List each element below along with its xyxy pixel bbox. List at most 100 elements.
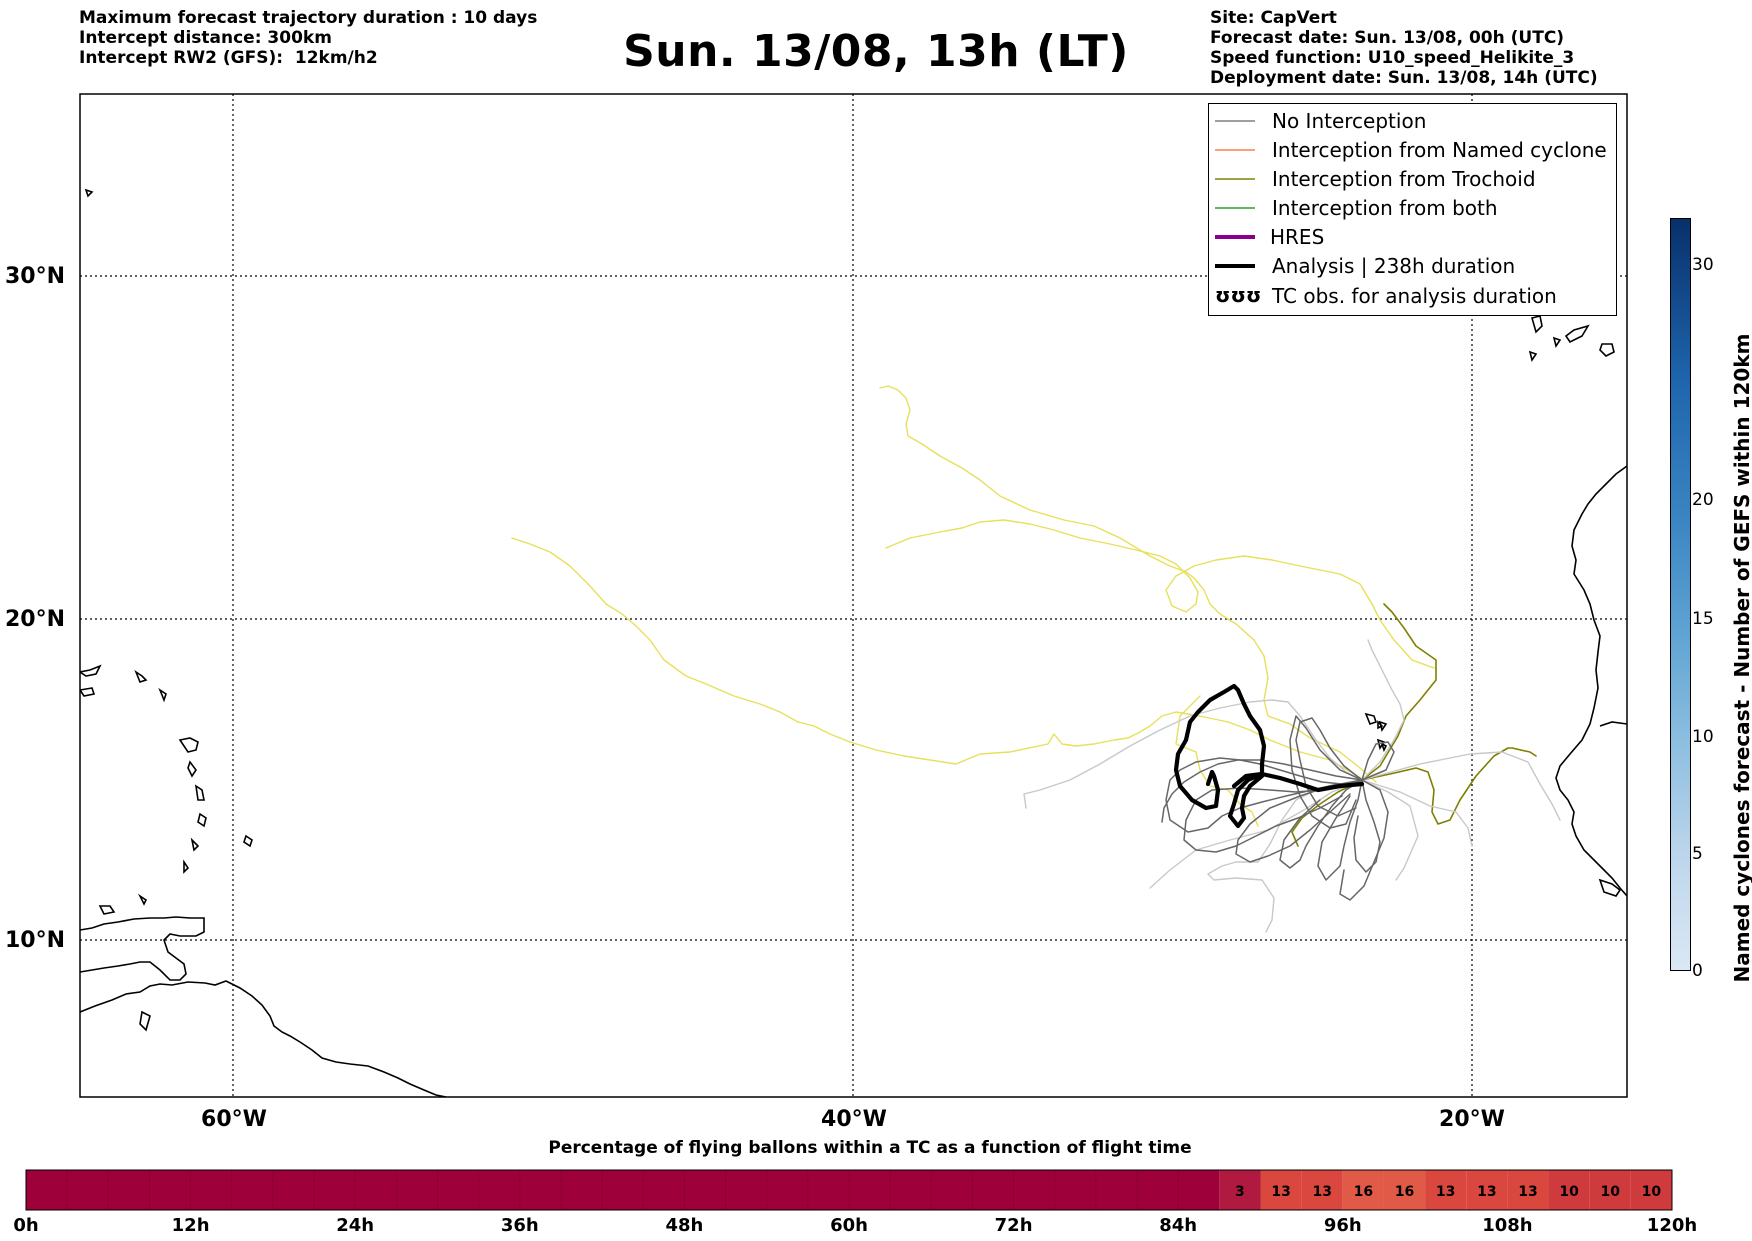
trajectory-gray-4	[1353, 779, 1381, 873]
trajectory-lightgray-7	[1361, 751, 1561, 821]
trajectory-gray-6	[1289, 715, 1363, 829]
island-capeverde-1	[1364, 712, 1378, 725]
bar-base-region	[26, 1170, 1220, 1210]
bar-tick-label: 48h	[665, 1215, 704, 1236]
bar-tick-label: 108h	[1482, 1215, 1533, 1236]
island-antilles-2	[80, 687, 96, 697]
trajectories-yellow	[511, 385, 1435, 827]
bar-cell-label: 16	[1354, 1184, 1373, 1200]
analysis-trajectory	[1173, 683, 1365, 829]
island-antilles-11	[98, 905, 116, 915]
trajectory-lightgray-6	[1361, 779, 1473, 847]
bar-tick-label: 24h	[336, 1215, 375, 1236]
legend-label-analysis: Analysis | 238h duration	[1272, 254, 1516, 278]
bar-cell	[1589, 1170, 1631, 1210]
trajectory-gray-8	[1361, 741, 1395, 781]
bar-cell-label: 13	[1477, 1184, 1496, 1200]
colorbar-tick-10: 10	[1692, 727, 1714, 747]
deployment-date-text: Deployment date: Sun. 13/08, 14h (UTC)	[1210, 68, 1598, 88]
bar-tick-label: 120h	[1646, 1215, 1698, 1236]
forecast-date-text: Forecast date: Sun. 13/08, 00h (UTC)	[1210, 28, 1565, 48]
coastline-south-america	[80, 980, 447, 1097]
island-antilles-7	[194, 784, 205, 801]
page-title: Sun. 13/08, 13h (LT)	[623, 26, 1129, 77]
bar-cell	[1466, 1170, 1508, 1210]
legend-swatches: ʊʊʊ	[1215, 120, 1261, 307]
island-capeverde-4	[1380, 742, 1388, 753]
trajectory-lightgray-2	[1361, 639, 1405, 781]
coastline-venezuela-north	[80, 916, 205, 981]
bar-cell	[1219, 1170, 1261, 1210]
trajectory-lightgray-4	[1149, 779, 1363, 889]
lon-label-40w: 40°W	[821, 1107, 887, 1132]
bar-tick-label: 84h	[1159, 1215, 1198, 1236]
lon-label-60w: 60°W	[201, 1107, 267, 1132]
island-antilles-9	[190, 837, 200, 852]
bar-tick-label: 0h	[13, 1215, 39, 1236]
trajectory-gray-10	[1295, 717, 1363, 817]
island-canary-4	[1528, 350, 1538, 362]
island-barbados	[243, 834, 253, 848]
colorbar-title: Named cyclones forecast - Number of GEFS…	[1730, 333, 1752, 983]
island-canary-2	[1564, 324, 1590, 344]
bar-cell-label: 3	[1235, 1184, 1245, 1200]
bar-tick-label: 12h	[171, 1215, 210, 1236]
trajectory-lightgray-1	[1023, 699, 1363, 809]
bar-cell-label: 10	[1601, 1184, 1621, 1200]
island-antilles-1	[80, 664, 102, 677]
trajectory-gray-9	[1183, 779, 1363, 853]
bar-cell-label: 13	[1436, 1184, 1455, 1200]
map-gridlines	[80, 94, 1627, 1097]
bar-cell-label: 13	[1312, 1184, 1331, 1200]
legend-label-named-cyclone: Interception from Named cyclone	[1272, 138, 1607, 162]
trajectory-gray-11	[1161, 759, 1363, 823]
legend-box: ʊʊʊ	[1208, 103, 1617, 316]
bar-cell	[1342, 1170, 1384, 1210]
trajectories	[511, 385, 1561, 933]
bar-cell	[1383, 1170, 1426, 1210]
trajectory-olive-1	[1361, 603, 1437, 781]
trajectories-light-gray	[1023, 639, 1561, 933]
trajectories-olive	[1291, 603, 1537, 847]
island-antilles-5	[178, 737, 199, 753]
trajectory-gray-2	[1279, 779, 1363, 869]
trajectory-yellow-2	[879, 385, 1377, 783]
island-antilles-3	[134, 669, 148, 683]
island-canary-5	[1552, 336, 1562, 348]
colorbar-tick-30: 30	[1692, 255, 1714, 275]
trajectory-yellow-3	[1175, 695, 1259, 827]
trajectory-lightgray-5	[1361, 779, 1419, 881]
bar-tick-label: 60h	[830, 1215, 868, 1236]
colorbar-tick-5: 5	[1692, 844, 1703, 864]
colorbar-tick-0: 0	[1692, 961, 1703, 981]
bar-cell	[1260, 1170, 1302, 1210]
legend-label-tc-obs: TC obs. for analysis duration	[1272, 284, 1557, 308]
island-antilles-12	[137, 893, 148, 906]
trajectory-gray-7	[1339, 779, 1389, 901]
island-capeverde-5	[1377, 720, 1384, 730]
lat-label-20n: 20°N	[4, 607, 65, 632]
bar-cell	[1425, 1170, 1467, 1210]
header-right: Site: CapVert Forecast date: Sun. 13/08,…	[1210, 8, 1598, 88]
cyclone-colorbar	[1670, 218, 1691, 971]
legend-label-hres: HRES	[1270, 225, 1325, 249]
bar-tick-label: 72h	[994, 1215, 1033, 1236]
colorbar-tick-15: 15	[1692, 609, 1714, 629]
lon-label-20w: 20°W	[1439, 1107, 1505, 1132]
coastline-senegal-detail	[1599, 721, 1627, 727]
legend-tc-obs-symbol: ʊʊʊ	[1215, 283, 1261, 307]
site-text: Site: CapVert	[1210, 8, 1337, 28]
max-duration-text: Maximum forecast trajectory duration : 1…	[79, 8, 538, 28]
colorbar-tick-20: 20	[1692, 490, 1714, 510]
bar-cell-label: 10	[1642, 1184, 1662, 1200]
island-bissagos	[1598, 878, 1622, 897]
map-frame	[79, 93, 1628, 1098]
trajectories-gray	[1161, 715, 1395, 901]
island-antilles-4	[158, 687, 167, 703]
bar-cell-label: 13	[1518, 1184, 1537, 1200]
trajectory-yellow-1	[511, 537, 1362, 779]
island-antilles-8	[197, 812, 207, 828]
island-antilles-6	[187, 760, 197, 778]
trajectory-olive-2	[1361, 747, 1537, 825]
colorbar-gradient	[1670, 218, 1691, 971]
